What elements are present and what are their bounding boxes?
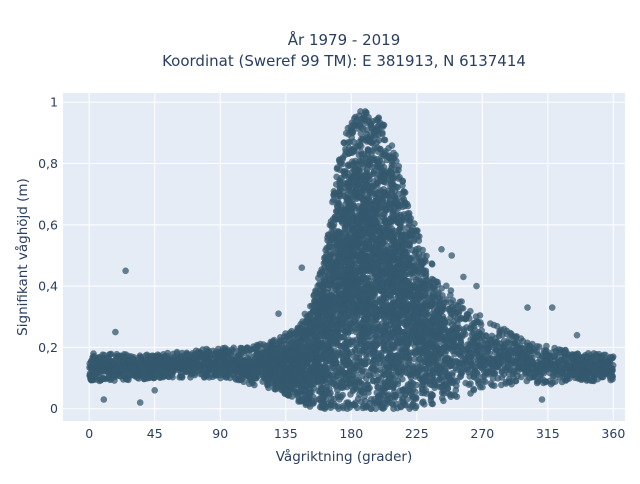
data-point <box>410 396 417 403</box>
data-point <box>328 222 335 229</box>
data-point <box>443 283 450 290</box>
data-point <box>349 376 356 383</box>
data-point <box>436 376 443 383</box>
data-point <box>354 343 361 350</box>
chart-title-line1: År 1979 - 2019 <box>288 30 401 49</box>
data-point <box>607 377 614 384</box>
data-point <box>351 115 358 122</box>
data-point <box>341 139 348 146</box>
data-point <box>244 344 251 351</box>
chart-title-line2: Koordinat (Sweref 99 TM): E 381913, N 61… <box>162 52 526 70</box>
data-point <box>350 139 357 146</box>
data-point <box>381 371 388 378</box>
data-point <box>206 374 213 381</box>
data-point <box>100 376 107 383</box>
data-point <box>488 380 495 387</box>
data-point <box>396 174 403 181</box>
data-point <box>534 380 541 387</box>
data-point <box>374 117 381 124</box>
data-point <box>337 186 344 193</box>
data-point <box>378 353 385 360</box>
